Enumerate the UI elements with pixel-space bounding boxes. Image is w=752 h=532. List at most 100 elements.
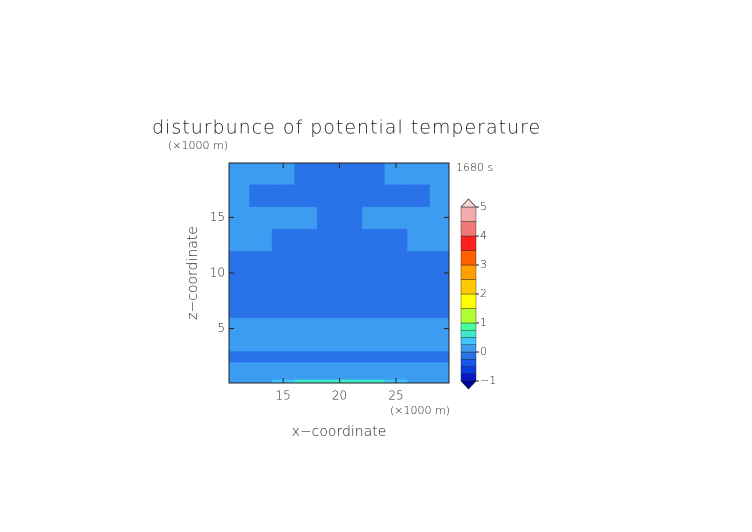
contour-cell (407, 379, 431, 384)
x-tick-label: 15 (276, 389, 291, 403)
colorbar-segment (460, 264, 477, 280)
contour-cell (407, 336, 431, 352)
contour-cell (384, 350, 408, 363)
contour-cell (294, 273, 318, 296)
contour-cell (317, 250, 341, 274)
contour-cell (294, 228, 318, 252)
colorbar-segment (460, 293, 477, 309)
contour-cell (317, 295, 341, 318)
contour-cell (407, 317, 431, 338)
contour-cell (429, 350, 450, 363)
contour-cell (384, 228, 408, 252)
contour-cell (317, 206, 341, 230)
colorbar-segment (460, 351, 477, 360)
contour-cell (249, 273, 273, 296)
contour-cell (362, 250, 386, 274)
contour-cell (249, 350, 273, 363)
contour-cell (271, 350, 295, 363)
contour-cell (362, 228, 386, 252)
contour-cell (271, 228, 295, 252)
contour-cell (429, 371, 450, 380)
contour-cell (339, 379, 363, 384)
contour-cell (407, 184, 431, 207)
colorbar-label: 0 (480, 345, 487, 358)
contour-cell (362, 295, 386, 318)
contour-cell (407, 163, 431, 185)
contour-cell (429, 163, 450, 185)
contour-cell (384, 317, 408, 338)
contour-cell (429, 295, 450, 318)
contour-cell (339, 350, 363, 363)
time-label: 1680 s (456, 161, 493, 174)
contour-cell (229, 295, 250, 318)
contour-cell (249, 250, 273, 274)
contour-cell (362, 336, 386, 352)
contour-cell (249, 228, 273, 252)
contour-cell (362, 273, 386, 296)
contour-cell (429, 250, 450, 274)
colorbar-segment (460, 279, 477, 295)
contour-cell (249, 184, 273, 207)
contour-cell (317, 163, 341, 185)
colorbar-segment (460, 221, 477, 237)
contour-cell (384, 163, 408, 185)
x-tick-label: 25 (388, 389, 403, 403)
contour-cell (271, 163, 295, 185)
contour-cell (339, 336, 363, 352)
colorbar-label: 1 (480, 316, 487, 329)
contour-cell (249, 361, 273, 373)
contour-cell (339, 250, 363, 274)
x-tick-label: 20 (332, 389, 347, 403)
contour-cell (384, 371, 408, 380)
contour-cell (429, 184, 450, 207)
y-unit: (×1000 m) (168, 139, 228, 152)
y-tick-label: 15 (210, 210, 225, 224)
contour-cell (229, 273, 250, 296)
contour-cell (384, 336, 408, 352)
contour-cell (229, 163, 250, 185)
contour-cell (294, 184, 318, 207)
contour-cell (339, 184, 363, 207)
colorbar-segment (460, 235, 477, 251)
colorbar-segment (460, 337, 477, 345)
contour-cell (294, 206, 318, 230)
colorbar-segment (460, 359, 477, 367)
colorbar-label: 5 (480, 200, 487, 213)
contour-cell (229, 371, 250, 380)
contour-cell (384, 184, 408, 207)
contour-cell (362, 371, 386, 380)
contour-cell (429, 379, 450, 384)
y-tick-label: 5 (217, 321, 225, 335)
y-tick-label: 10 (210, 266, 225, 280)
contour-cell (429, 273, 450, 296)
contour-cell (339, 228, 363, 252)
contour-cell (339, 206, 363, 230)
contour-cell (271, 371, 295, 380)
colorbar-under (460, 380, 477, 390)
contour-cell (229, 379, 250, 384)
colorbar-label: 4 (480, 229, 487, 242)
contour-cell (317, 273, 341, 296)
contour-cell (339, 361, 363, 373)
contour-cell (229, 361, 250, 373)
colorbar-label: −1 (480, 374, 496, 387)
chart-title: disturbunce of potential temperature (152, 117, 541, 139)
colorbar-segment (460, 206, 477, 222)
contour-cell (362, 379, 386, 384)
colorbar-label: 3 (480, 258, 487, 271)
contour-cell (249, 317, 273, 338)
contour-cell (362, 361, 386, 373)
contour-cell (407, 295, 431, 318)
contour-cell (271, 317, 295, 338)
contour-cell (429, 206, 450, 230)
contour-cell (229, 228, 250, 252)
contour-cell (339, 273, 363, 296)
contour-cell (429, 336, 450, 352)
colorbar-segment (460, 308, 477, 324)
contour-cell (339, 295, 363, 318)
contour-cell (294, 317, 318, 338)
contour-cell (271, 273, 295, 296)
contour-cell (317, 317, 341, 338)
contour-cell (317, 228, 341, 252)
